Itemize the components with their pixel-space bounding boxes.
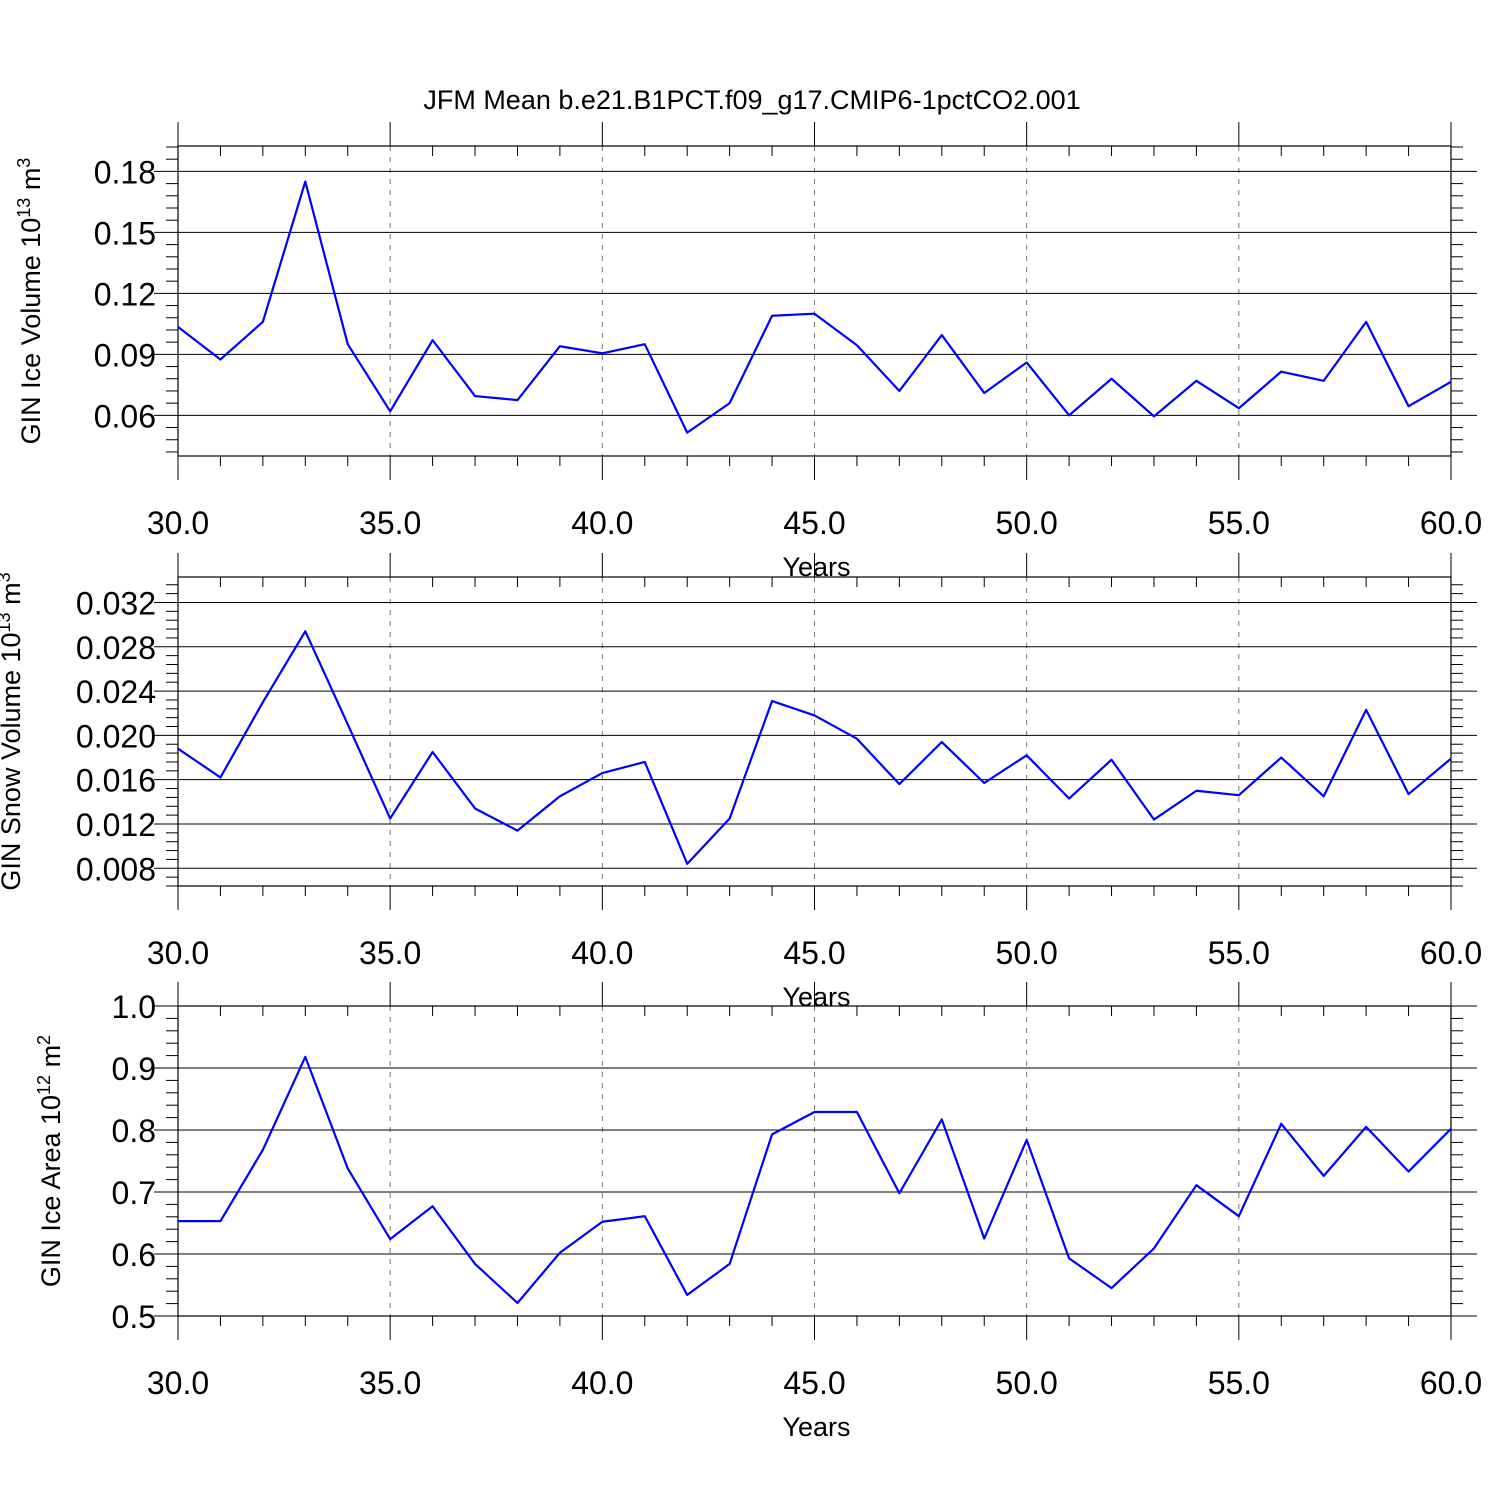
x-tick-label: 35.0: [359, 1365, 421, 1401]
y-tick-label: 0.012: [76, 807, 156, 843]
x-tick-label: 55.0: [1208, 935, 1270, 971]
x-tick-label: 55.0: [1208, 505, 1270, 541]
y-axis-title: GIN Snow Volume 1013 m3: [0, 572, 26, 890]
x-tick-label: 40.0: [571, 1365, 633, 1401]
x-tick-label: 30.0: [147, 505, 209, 541]
x-axis-title: Years: [782, 1412, 850, 1442]
x-tick-label: 45.0: [783, 505, 845, 541]
y-tick-label: 0.024: [76, 674, 156, 710]
y-tick-label: 0.028: [76, 630, 156, 666]
y-tick-label: 0.016: [76, 763, 156, 799]
x-tick-label: 50.0: [996, 505, 1058, 541]
y-tick-label: 0.6: [112, 1237, 156, 1273]
x-tick-label: 40.0: [571, 505, 633, 541]
y-tick-label: 0.008: [76, 851, 156, 887]
plot-frame: [177, 576, 1452, 887]
series-line-1: [177, 180, 1452, 434]
y-axis-title: GIN Ice Area 1012 m2: [34, 1035, 66, 1287]
y-tick-label: 0.020: [76, 718, 156, 754]
x-tick-label: 60.0: [1420, 505, 1482, 541]
y-tick-label: 0.06: [94, 398, 156, 434]
x-tick-label: 35.0: [359, 505, 421, 541]
x-tick-label: 50.0: [996, 935, 1058, 971]
y-axis-title: GIN Ice Volume 1013 m3: [14, 158, 46, 445]
y-tick-label: 1.0: [112, 989, 156, 1025]
y-tick-label: 0.9: [112, 1051, 156, 1087]
chart-panel-3: 30.0 35.0 40.0 45.0 50.0 55.0 60.0 0.5 0.6 0.7 0.8…: [34, 982, 1482, 1442]
x-tick-label: 60.0: [1420, 935, 1482, 971]
plot-frame: [177, 145, 1452, 457]
y-tick-label: 0.18: [94, 154, 156, 190]
plot-frame: [177, 1005, 1452, 1317]
x-tick-label: 45.0: [783, 1365, 845, 1401]
chart-panel-1: 30.0 35.0 40.0 45.0 50.0 55.0 60.0 0.06 0.09 0.12…: [14, 122, 1482, 582]
y-tick-label: 0.032: [76, 585, 156, 621]
y-tick-label: 0.15: [94, 215, 156, 251]
x-tick-label: 55.0: [1208, 1365, 1270, 1401]
y-tick-label: 0.8: [112, 1113, 156, 1149]
figure-title: JFM Mean b.e21.B1PCT.f09_g17.CMIP6-1pctC…: [423, 85, 1080, 115]
series-line-1: [177, 630, 1452, 865]
x-tick-label: 35.0: [359, 935, 421, 971]
x-tick-label: 40.0: [571, 935, 633, 971]
x-tick-label: 30.0: [147, 935, 209, 971]
x-tick-label: 30.0: [147, 1365, 209, 1401]
x-tick-label: 50.0: [996, 1365, 1058, 1401]
series-line-1: [178, 1055, 1452, 1305]
x-tick-label: 45.0: [783, 935, 845, 971]
x-axis-title: Years: [782, 982, 850, 1012]
y-tick-label: 0.5: [112, 1299, 156, 1335]
x-tick-label: 60.0: [1420, 1365, 1482, 1401]
y-tick-label: 0.7: [112, 1175, 156, 1211]
y-tick-label: 0.09: [94, 337, 156, 373]
chart-panel-2: 30.0 35.0 40.0 45.0 50.0 55.0 60.0 0.008 0.012 0.…: [0, 553, 1482, 1012]
y-tick-label: 0.12: [94, 276, 156, 312]
